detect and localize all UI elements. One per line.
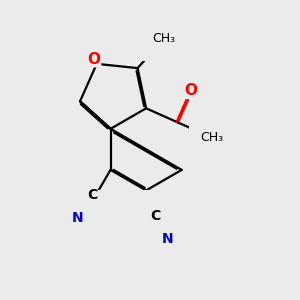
Text: C: C: [87, 188, 97, 202]
Text: CH₃: CH₃: [200, 131, 223, 144]
Text: C: C: [151, 209, 161, 223]
Text: N: N: [162, 232, 174, 246]
Text: N: N: [72, 211, 84, 225]
Text: O: O: [88, 52, 100, 67]
Text: O: O: [184, 83, 197, 98]
Text: CH₃: CH₃: [152, 32, 176, 45]
